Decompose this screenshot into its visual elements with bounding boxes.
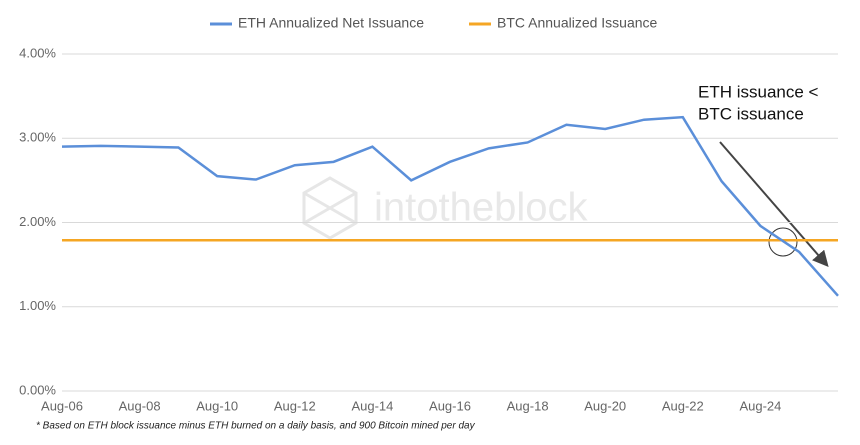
annotation: BTC issuance (698, 104, 804, 123)
x-tick-label: Aug-10 (196, 398, 238, 413)
legend-label: BTC Annualized Issuance (497, 15, 658, 31)
legend-label: ETH Annualized Net Issuance (238, 15, 424, 31)
x-tick-label: Aug-14 (351, 398, 393, 413)
y-tick-label: 3.00% (19, 130, 56, 145)
annotation: ETH issuance < (698, 82, 819, 101)
x-tick-label: Aug-22 (662, 398, 704, 413)
x-tick-label: Aug-24 (739, 398, 781, 413)
crossing-circle (768, 227, 798, 257)
y-tick-label: 4.00% (19, 45, 56, 60)
x-tick-label: Aug-06 (41, 398, 83, 413)
y-tick-label: 2.00% (19, 214, 56, 229)
x-tick-label: Aug-16 (429, 398, 471, 413)
x-tick-label: Aug-08 (119, 398, 161, 413)
y-tick-label: 1.00% (19, 298, 56, 313)
footnote: * Based on ETH block issuance minus ETH … (36, 421, 476, 432)
x-tick-label: Aug-20 (584, 398, 626, 413)
series-line (61, 115, 839, 297)
x-tick-label: Aug-18 (507, 398, 549, 413)
watermark-logo (302, 176, 358, 240)
x-tick-label: Aug-12 (274, 398, 316, 413)
y-tick-label: 0.00% (19, 382, 56, 397)
annotation-arrow (719, 141, 829, 268)
